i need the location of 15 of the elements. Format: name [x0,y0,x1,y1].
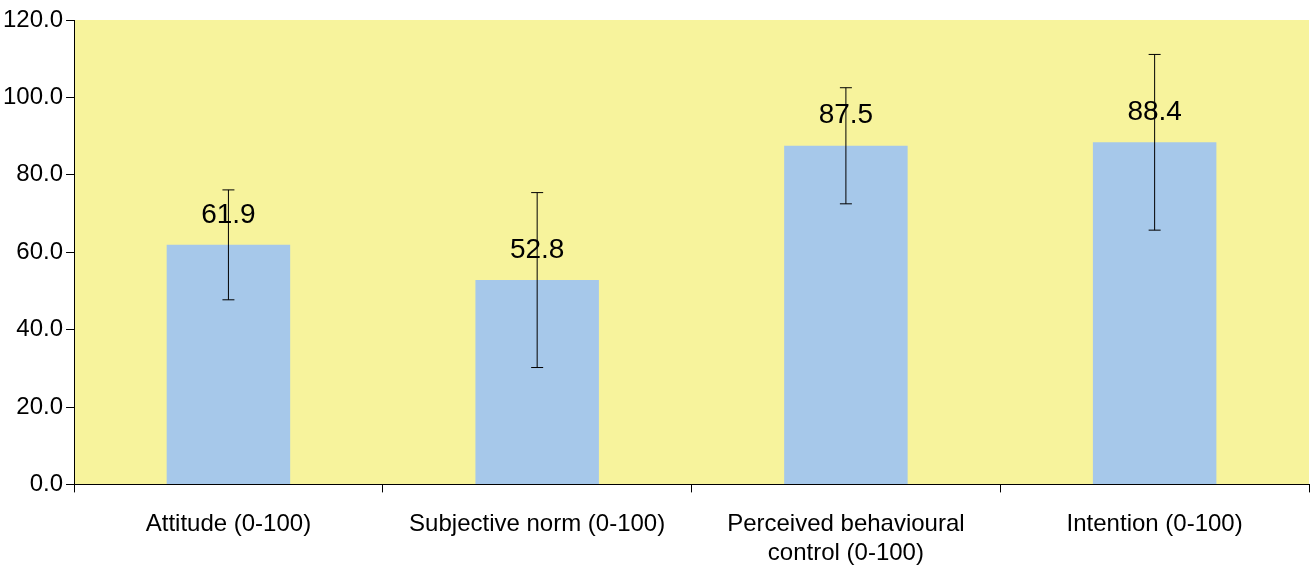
y-tick-label: 0.0 [29,469,64,497]
x-tick-label: Perceived behavioural control (0-100) [727,509,965,566]
x-tick-label: Subjective norm (0-100) [409,509,666,537]
y-tick-label: 100.0 [3,82,64,110]
y-tick-label: 40.0 [16,314,64,342]
x-tick-label: Intention (0-100) [1066,509,1243,537]
y-tick-label: 120.0 [3,4,64,32]
bar [1092,142,1217,484]
bar [166,244,291,484]
x-tick-label: Attitude (0-100) [145,509,312,537]
y-tick-label: 80.0 [16,159,64,187]
y-tick-label: 60.0 [16,236,64,264]
bar [475,280,599,484]
y-tick-label: 20.0 [16,391,64,419]
bar [784,145,908,484]
